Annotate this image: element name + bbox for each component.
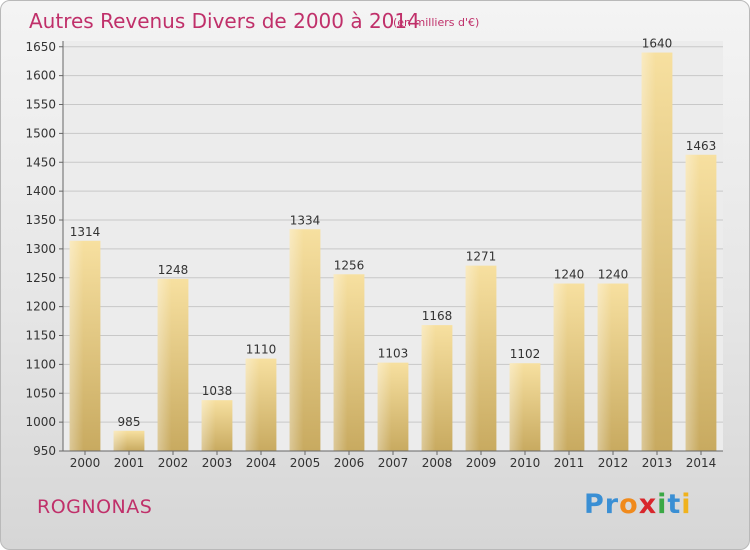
bar-value-label: 1256 (334, 258, 365, 272)
x-tick-label: 2012 (598, 456, 629, 470)
x-tick-label: 2002 (158, 456, 189, 470)
bar-value-label: 1102 (510, 347, 541, 361)
y-tick-label: 1450 (25, 155, 56, 169)
logo-letter: P (584, 489, 605, 520)
bar-highlight (597, 283, 612, 451)
y-tick-label: 1150 (25, 329, 56, 343)
bar-value-label: 1168 (422, 309, 453, 323)
bar-highlight (641, 52, 656, 452)
x-tick-label: 2013 (642, 456, 673, 470)
bar-highlight (113, 430, 128, 451)
bar-value-label: 985 (118, 415, 141, 429)
bar-highlight (201, 400, 216, 451)
bar-highlight (333, 274, 348, 451)
logo-letter: r (604, 489, 620, 520)
y-tick-label: 1350 (25, 213, 56, 227)
x-tick-label: 2014 (686, 456, 717, 470)
x-tick-label: 2009 (466, 456, 497, 470)
x-tick-label: 2006 (334, 456, 365, 470)
logo-letter: x (638, 489, 658, 520)
bar-highlight (553, 283, 568, 451)
x-tick-label: 2011 (554, 456, 585, 470)
bar-value-label: 1271 (466, 250, 497, 264)
bar-highlight (157, 278, 172, 451)
y-tick-label: 1500 (25, 126, 56, 140)
x-tick-label: 2000 (70, 456, 101, 470)
chart-unit: (en milliers d'€) (393, 16, 480, 29)
bar-highlight (377, 362, 392, 451)
bar-value-label: 1110 (246, 343, 277, 357)
bar-highlight (69, 240, 84, 451)
bar-highlight (421, 325, 436, 451)
x-tick-label: 2004 (246, 456, 277, 470)
bar-highlight (465, 265, 480, 451)
x-tick-label: 2007 (378, 456, 409, 470)
bar-value-label: 1103 (378, 347, 409, 361)
logo-letter: i (681, 489, 692, 520)
x-tick-label: 2003 (202, 456, 233, 470)
logo-letter: i (657, 489, 668, 520)
x-tick-label: 2008 (422, 456, 453, 470)
logo-letter: t (667, 489, 682, 520)
bars: 1314 985 1248 1038 1110 1334 1256 1103 1168 1271 1… (69, 37, 717, 452)
y-tick-label: 1100 (25, 357, 56, 371)
bar-highlight (685, 154, 700, 451)
bar-value-label: 1640 (642, 37, 673, 51)
bar-value-label: 1240 (598, 268, 629, 282)
y-tick-label: 1600 (25, 69, 56, 83)
y-tick-label: 1200 (25, 300, 56, 314)
y-tick-label: 1400 (25, 184, 56, 198)
y-tick-label: 1650 (25, 40, 56, 54)
y-tick-label: 1550 (25, 98, 56, 112)
commune-name: ROGNONAS (37, 496, 153, 518)
proxiti-logo: Proxiti (584, 489, 692, 520)
bar-highlight (289, 229, 304, 451)
x-tick-label: 2010 (510, 456, 541, 470)
bar-value-label: 1248 (158, 263, 189, 277)
bar-value-label: 1038 (202, 384, 233, 398)
bar-highlight (509, 363, 524, 451)
y-tick-label: 1300 (25, 242, 56, 256)
x-tick-label: 2005 (290, 456, 321, 470)
y-tick-label: 1000 (25, 415, 56, 429)
bar-value-label: 1240 (554, 268, 585, 282)
axes: 950 1000 1050 1100 1150 1200 1250 1300 1350 1400 1… (25, 40, 723, 470)
y-tick-label: 1050 (25, 386, 56, 400)
bar-value-label: 1463 (686, 139, 717, 153)
bar-value-label: 1314 (70, 225, 101, 239)
y-tick-label: 950 (33, 444, 56, 458)
chart-title: Autres Revenus Divers de 2000 à 2014 (29, 9, 420, 33)
bar-value-label: 1334 (290, 213, 321, 227)
logo-letter: o (619, 489, 639, 520)
bar-highlight (245, 358, 260, 451)
x-tick-label: 2001 (114, 456, 145, 470)
y-tick-label: 1250 (25, 271, 56, 285)
